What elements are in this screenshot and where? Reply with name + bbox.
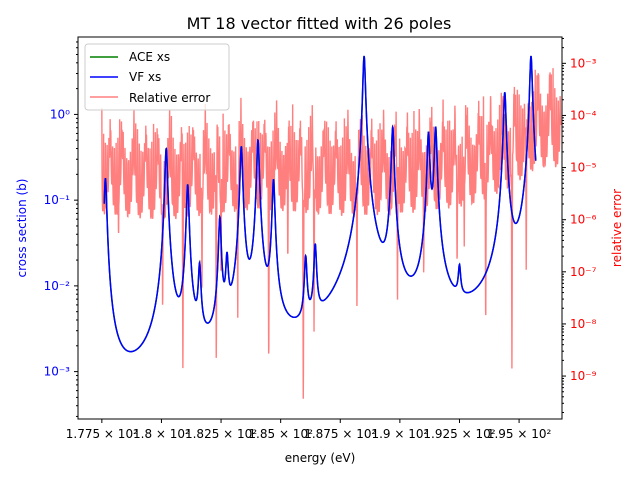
legend: ACE xs VF xs Relative error [84, 43, 230, 111]
legend-label-vf: VF xs [129, 70, 161, 84]
right-y-axis-label: relative error [610, 189, 624, 267]
x-tick-label: 1.775 × 10² [66, 427, 138, 441]
x-tick-label: 1.825 × 10² [185, 427, 257, 441]
x-axis-label: energy (eV) [285, 451, 356, 465]
right-y-tick-label: 10⁻⁴ [570, 108, 597, 122]
right-y-tick-label: 10⁻³ [570, 56, 597, 70]
left-y-tick-label: 10⁻¹ [44, 193, 71, 207]
x-tick-label: 1.9 × 10² [371, 427, 428, 441]
right-y-axis: 10⁻⁹ 10⁻⁸ 10⁻⁷ 10⁻⁶ 10⁻⁵ 10⁻⁴ 10⁻³ [562, 37, 597, 413]
legend-box [84, 43, 230, 111]
right-y-tick-label: 10⁻⁶ [570, 213, 597, 227]
right-y-tick-label: 10⁻⁵ [570, 161, 597, 175]
left-y-axis-label: cross section (b) [15, 179, 29, 278]
cross-section-series [103, 55, 537, 353]
right-y-tick-label: 10⁻⁸ [570, 317, 597, 331]
x-tick-label: 1.8 × 10² [133, 427, 190, 441]
left-y-tick-label: 10⁻³ [44, 365, 71, 379]
left-y-tick-label: 10⁻² [44, 279, 71, 293]
x-tick-label: 1.925 × 10² [423, 427, 495, 441]
left-y-axis: 10⁻³ 10⁻² 10⁻¹ 10⁰ [44, 41, 78, 417]
legend-label-error: Relative error [129, 91, 210, 105]
chart-title: MT 18 vector fitted with 26 poles [187, 14, 452, 33]
left-y-tick-label: 10⁰ [50, 107, 70, 121]
legend-label-ace: ACE xs [129, 50, 170, 64]
relative-error-line [101, 68, 562, 399]
x-tick-label: 1.85 × 10² [248, 427, 313, 441]
x-tick-label: 1.875 × 10² [304, 427, 376, 441]
right-y-tick-label: 10⁻⁷ [570, 265, 597, 279]
right-y-tick-label: 10⁻⁹ [570, 369, 597, 383]
relative-error-series [101, 68, 562, 399]
vf-xs-line [103, 55, 537, 353]
x-tick-label: 1.95 × 10² [487, 427, 552, 441]
